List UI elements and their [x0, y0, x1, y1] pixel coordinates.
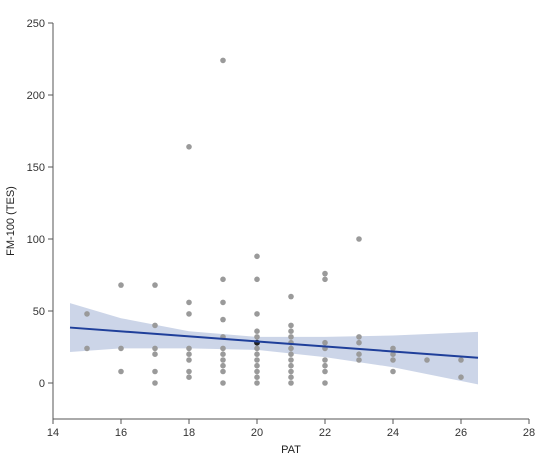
- y-tick-label: 0: [39, 378, 45, 390]
- data-point: [254, 351, 260, 358]
- points-layer: [84, 57, 464, 386]
- data-point: [356, 236, 362, 242]
- data-point: [390, 351, 396, 358]
- data-point: [254, 380, 260, 386]
- data-point: [390, 368, 396, 375]
- x-tick-label: 24: [387, 427, 399, 439]
- data-point: [220, 368, 226, 375]
- axes-layer: 14 16 18 20 22 24 26 28 0 50 100 150 200 250: [27, 18, 535, 439]
- data-point: [220, 299, 226, 306]
- data-point: [356, 339, 362, 346]
- data-point: [254, 345, 260, 352]
- data-point: [220, 345, 226, 352]
- data-point: [254, 334, 260, 340]
- data-point: [254, 374, 260, 381]
- x-axis-title: PAT: [281, 444, 301, 456]
- data-point: [152, 322, 158, 329]
- data-point: [220, 57, 226, 64]
- y-axis-title: FM-100 (TES): [5, 186, 17, 256]
- data-point: [288, 345, 294, 352]
- y-tick-label: 200: [27, 90, 45, 102]
- data-point: [288, 334, 294, 340]
- data-point: [254, 276, 260, 283]
- data-point: [118, 345, 124, 352]
- data-point: [356, 334, 362, 340]
- data-point: [186, 357, 192, 363]
- data-point: [322, 380, 328, 386]
- data-point: [390, 345, 396, 352]
- data-point: [152, 345, 158, 352]
- data-point: [84, 345, 90, 352]
- y-tick-label: 150: [27, 162, 45, 174]
- confidence-band: [70, 303, 478, 385]
- data-point: [254, 253, 260, 260]
- data-point: [288, 362, 294, 369]
- data-point: [288, 322, 294, 329]
- data-point: [220, 380, 226, 386]
- y-tick-label: 250: [27, 18, 45, 30]
- data-point: [186, 144, 192, 150]
- data-point: [288, 293, 294, 300]
- x-tick-label: 14: [47, 427, 59, 439]
- x-tick-label: 26: [455, 427, 467, 439]
- data-point: [186, 351, 192, 358]
- data-point: [84, 311, 90, 317]
- data-point: [220, 276, 226, 283]
- data-point: [254, 362, 260, 369]
- data-point: [254, 368, 260, 375]
- x-tick-label: 28: [523, 427, 535, 439]
- x-tick-label: 16: [115, 427, 127, 439]
- fit-line-layer: [69, 326, 479, 359]
- data-point: [356, 351, 362, 358]
- data-point: [288, 328, 294, 335]
- data-point: [390, 357, 396, 363]
- data-point: [322, 357, 328, 363]
- data-point: [288, 357, 294, 363]
- data-point: [254, 357, 260, 363]
- data-point: [322, 362, 328, 369]
- data-point: [186, 368, 192, 375]
- confidence-band-layer: [70, 303, 478, 385]
- data-point: [118, 282, 124, 288]
- data-point: [152, 351, 158, 358]
- data-point: [288, 351, 294, 358]
- y-tick-label: 50: [33, 306, 45, 318]
- data-point: [322, 270, 328, 277]
- data-point: [288, 368, 294, 375]
- data-point: [458, 357, 464, 363]
- data-point: [220, 357, 226, 363]
- data-point: [118, 368, 124, 375]
- data-point: [152, 380, 158, 386]
- data-point: [288, 380, 294, 386]
- data-point: [186, 374, 192, 381]
- data-point: [322, 276, 328, 283]
- x-tick-label: 20: [251, 427, 263, 439]
- x-tick-label: 22: [319, 427, 331, 439]
- data-point: [220, 351, 226, 358]
- data-point: [288, 374, 294, 381]
- data-point: [152, 368, 158, 375]
- data-point: [254, 311, 260, 317]
- data-point: [322, 368, 328, 375]
- data-point: [186, 345, 192, 352]
- data-point: [356, 357, 362, 363]
- data-point: [458, 374, 464, 381]
- y-tick-label: 100: [27, 234, 45, 246]
- data-point: [424, 357, 430, 363]
- x-tick-label: 18: [183, 427, 195, 439]
- data-point: [322, 339, 328, 346]
- data-point: [186, 311, 192, 317]
- data-point: [254, 328, 260, 335]
- data-point: [220, 316, 226, 323]
- data-point: [220, 362, 226, 369]
- data-point: [152, 282, 158, 288]
- fit-line: [69, 326, 479, 359]
- data-point: [186, 299, 192, 306]
